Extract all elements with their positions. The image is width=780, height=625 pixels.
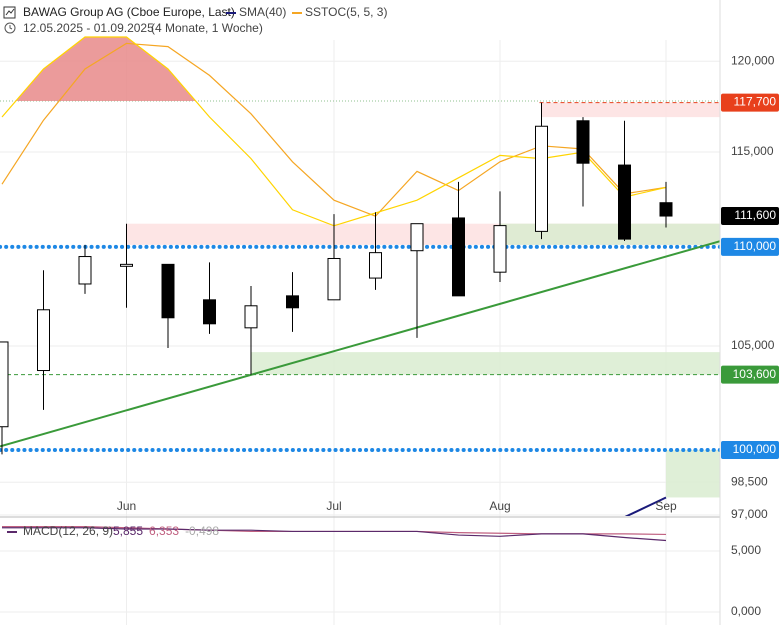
clock-hand [9, 25, 13, 30]
candle-body [244, 305, 258, 329]
level-badge [721, 365, 779, 384]
axis-layer: 120,000 115,000 105,000 98,500 97,000 Jun Jul A… [117, 53, 779, 618]
macd-header: MACD(12, 26, 9) 5,855 6,353 -0,498 [7, 524, 219, 538]
candle-body [0, 341, 9, 428]
x-tick-label: Aug [489, 499, 510, 513]
sma-line [624, 496, 667, 516]
candle-body [37, 309, 50, 372]
chart-icon [3, 6, 16, 19]
legend-label: SMA(40) [239, 5, 286, 19]
level-label: 103,600 [733, 367, 777, 381]
candle-body [618, 164, 631, 240]
candle-body [203, 299, 216, 325]
legend-label: SSTOC(5, 5, 3) [305, 5, 387, 19]
x-tick-label: Jul [326, 499, 341, 513]
y-tick-label: 5,000 [731, 543, 761, 557]
candle-body [120, 263, 133, 267]
clock-icon [4, 22, 16, 34]
y-tick-label: 0,000 [731, 604, 761, 618]
candle-body [161, 263, 175, 319]
candle-body [78, 256, 92, 285]
y-tick-label: 115,000 [731, 144, 774, 158]
level-label: 100,000 [733, 442, 777, 456]
level-badge [721, 441, 779, 460]
period: 12.05.2025 - 01.09.2025 [23, 21, 154, 35]
candle-body [493, 225, 507, 273]
chart-title: BAWAG Group AG (Cboe Europe, Last) [23, 5, 235, 19]
candle-body [576, 120, 590, 164]
x-tick-label: Jun [117, 499, 136, 513]
level-label: 111,600 [734, 208, 776, 222]
level-badge [721, 207, 779, 226]
zone [251, 352, 720, 375]
x-tick-label: Sep [655, 499, 677, 513]
macd-value: 5,855 [113, 524, 143, 538]
candle-body [452, 217, 465, 297]
candle-body [659, 202, 673, 217]
header: BAWAG Group AG (Cboe Europe, Last) SMA(4… [3, 5, 387, 35]
y-tick-label: 98,500 [731, 474, 768, 488]
level-badge [721, 93, 779, 112]
candle-body [286, 295, 299, 309]
level-label: 110,000 [734, 239, 777, 253]
macd-value: -0,498 [185, 524, 219, 538]
macd-layer [0, 525, 720, 613]
zone [666, 450, 720, 498]
level-label: 117,700 [734, 95, 777, 109]
y-tick-label: 105,000 [731, 338, 775, 352]
candle-body [410, 223, 424, 252]
candle-body [327, 257, 341, 301]
trendline [0, 240, 720, 448]
stochastic-line [1, 42, 667, 217]
zone [500, 223, 720, 245]
y-tick-label: 120,000 [731, 53, 775, 67]
zone [541, 102, 720, 118]
overbought-area [15, 37, 196, 101]
candle-body [369, 252, 382, 279]
candle-body [535, 125, 548, 232]
macd-value: 6,353 [149, 524, 179, 538]
chart-icon-line [5, 8, 15, 16]
duration: (4 Monate, 1 Woche) [151, 21, 263, 35]
macd-title: MACD(12, 26, 9) [23, 524, 113, 538]
plot-layer [0, 36, 720, 516]
level-badge [721, 237, 779, 256]
macd-line [2, 527, 667, 542]
y-tick-label: 97,000 [731, 507, 768, 521]
